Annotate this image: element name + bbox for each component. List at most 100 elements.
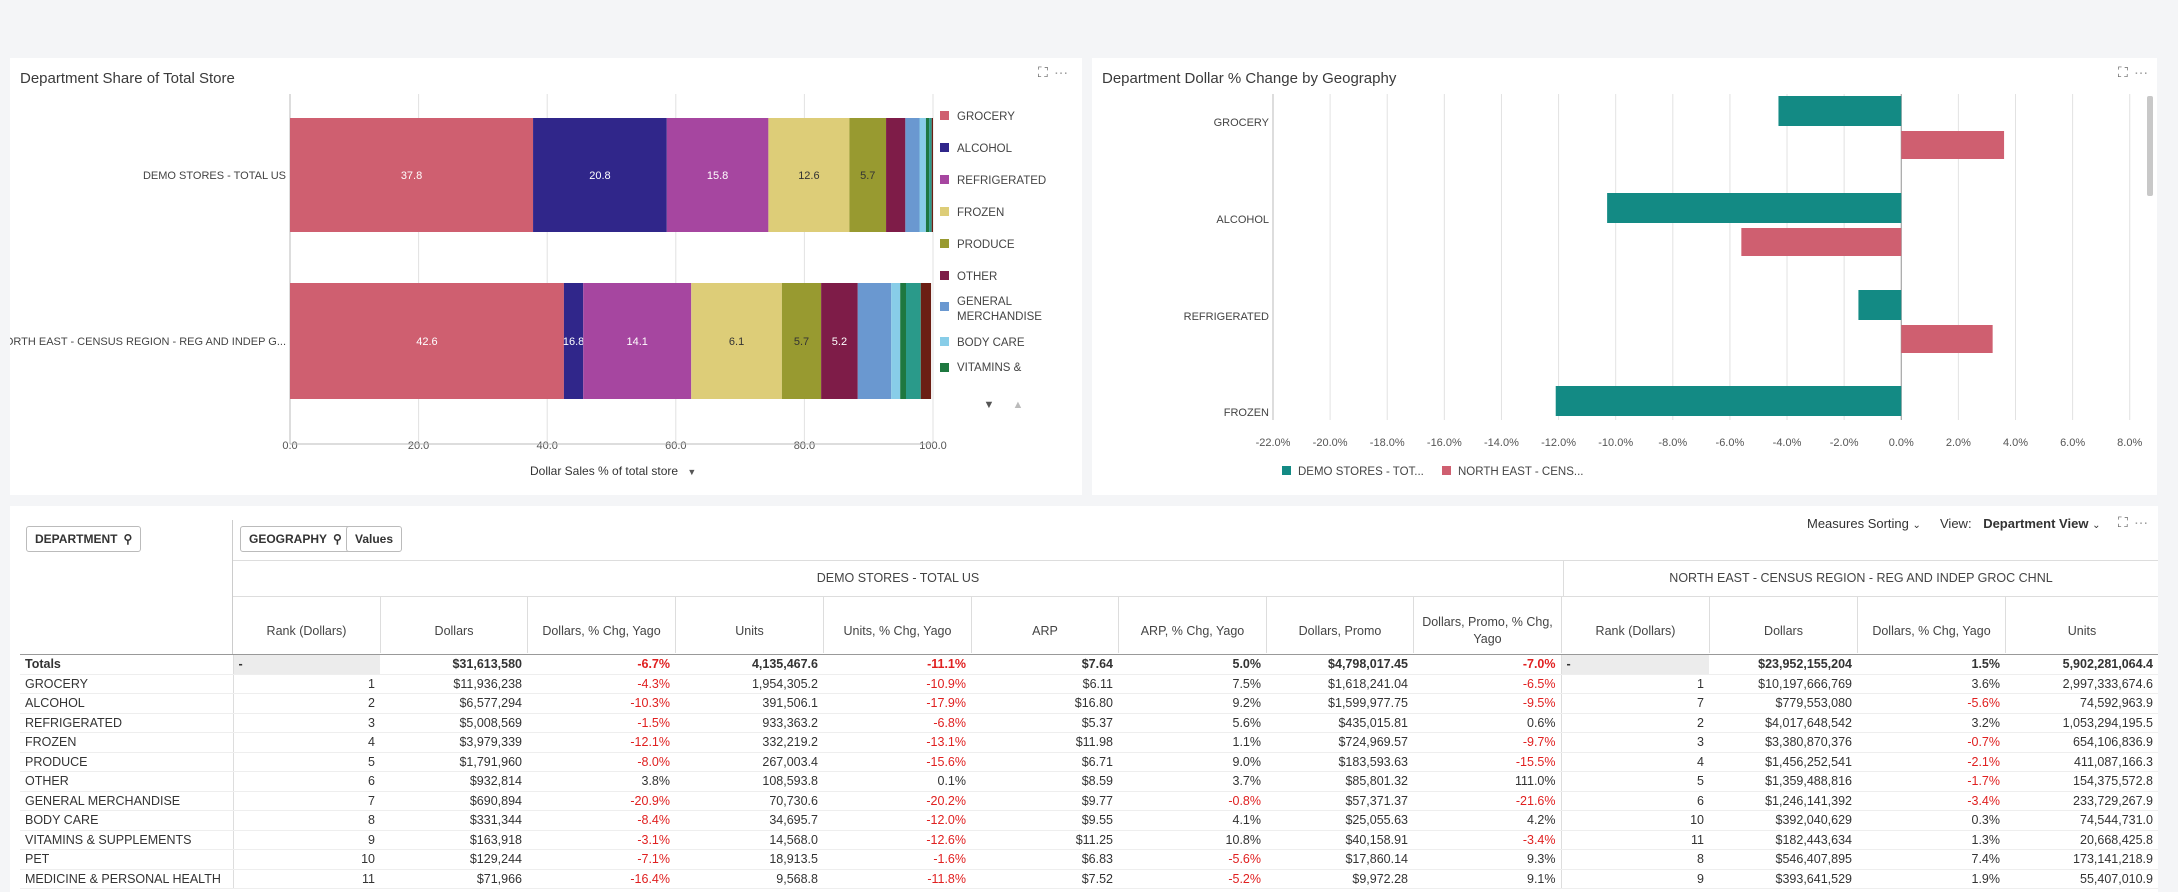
table-cell: -10.3%: [527, 693, 675, 714]
table-cell: 4,135,467.6: [675, 654, 823, 675]
expand-icon[interactable]: ⛶: [1038, 64, 1054, 80]
table-cell: $4,017,648,542: [1709, 713, 1857, 733]
measure-selector[interactable]: Dollar Sales % of total store ▼: [530, 464, 696, 478]
table-cell: -5.2%: [1118, 869, 1266, 889]
table-cell: -: [232, 654, 380, 675]
table-cell: -10.9%: [823, 674, 971, 694]
values-pill[interactable]: Values: [346, 526, 403, 552]
table-cell: $129,244: [380, 849, 527, 870]
table-cell: $9.55: [971, 810, 1118, 831]
column-header[interactable]: ARP: [971, 597, 1118, 653]
bar: [1778, 96, 1902, 126]
table-cell: 5.0%: [1118, 654, 1266, 675]
bar: [1607, 193, 1902, 223]
scrollbar[interactable]: [2147, 96, 2153, 196]
header-divider-mid: [233, 596, 2158, 597]
bar-segment: [563, 283, 584, 399]
column-header[interactable]: Dollars, Promo, % Chg, Yago: [1413, 597, 1561, 653]
column-header[interactable]: Dollars: [1709, 597, 1857, 653]
data-label: 15.8: [707, 170, 728, 182]
table-cell: 10: [232, 849, 380, 870]
table-cell: 9,568.8: [675, 869, 823, 889]
more-icon[interactable]: ⋯: [1053, 64, 1074, 80]
table-cell: 0.3%: [1857, 810, 2005, 831]
column-header[interactable]: Dollars, % Chg, Yago: [1857, 597, 2005, 653]
bar: [1901, 131, 2005, 159]
table-cell: 154,375,572.8: [2005, 771, 2158, 792]
expand-icon[interactable]: ⛶: [2118, 64, 2134, 80]
measures-sorting-dropdown[interactable]: Measures Sorting ⌄: [1807, 516, 1921, 531]
table-cell: $10,197,666,769: [1709, 674, 1857, 694]
bar-segment: [919, 118, 926, 232]
table-cell: $1,791,960: [380, 752, 527, 772]
more-icon[interactable]: ⋯: [2133, 64, 2154, 80]
table-cell: -9.5%: [1413, 693, 1561, 714]
department-share-chart: 0.0 20.0 40.0 60.0 80.0 100.0 DEMO STORES - TO…: [10, 94, 1046, 452]
table-cell: -1.7%: [1857, 771, 2005, 792]
legend-scroll-up-icon[interactable]: ▲: [1013, 399, 1024, 411]
table-cell: -13.1%: [823, 732, 971, 753]
panel-actions: ⛶⋯: [1038, 64, 1074, 81]
table-cell: $392,040,629: [1709, 810, 1857, 831]
table-cell: $546,407,895: [1709, 849, 1857, 870]
legend-swatch: [940, 143, 949, 152]
column-header[interactable]: Rank (Dollars): [266, 623, 347, 638]
view-dropdown[interactable]: View: Department View ⌄: [1940, 516, 2100, 531]
x-tick-label: -18.0%: [1370, 437, 1405, 449]
table-cell: $31,613,580: [380, 654, 527, 675]
table-row: GENERAL MERCHANDISE 7 $690,894 -20.9% 70,730…: [20, 791, 2158, 811]
table-cell: -0.7%: [1857, 732, 2005, 753]
legend-label: PRODUCE: [957, 239, 1015, 251]
dollar-change-chart: -22.0% -20.0% -18.0% -16.0% -14.0% -12.0% -10.…: [1184, 94, 2153, 478]
column-header[interactable]: Dollars, % Chg, Yago: [527, 597, 675, 653]
table-cell: 6: [232, 771, 380, 792]
table-cell: -8.4%: [527, 810, 675, 831]
legend-label: GROCERY: [957, 111, 1015, 123]
table-cell: $71,966: [380, 869, 527, 889]
column-header[interactable]: Dollars: [380, 597, 527, 653]
legend-swatch: [940, 363, 949, 372]
bar-segment: [533, 118, 667, 232]
department-pill[interactable]: DEPARTMENT ⚲: [26, 526, 142, 552]
legend-label: SUPPLEMENTS: [957, 377, 1043, 389]
table-row: OTHER 6 $932,814 3.8% 108,593.8 0.1% $8.59 3.7%…: [20, 771, 2158, 792]
chevron-down-icon: ⌄: [2092, 520, 2101, 531]
table-cell: $393,641,529: [1709, 869, 1857, 889]
table-cell: 1: [1560, 674, 1709, 694]
table-cell: 55,407,010.9: [2005, 869, 2158, 889]
table-cell: $3,380,870,376: [1709, 732, 1857, 753]
column-header[interactable]: Dollars, Promo: [1266, 597, 1413, 653]
table-cell: $932,814: [380, 771, 527, 792]
expand-icon[interactable]: ⛶: [2118, 514, 2134, 530]
column-header[interactable]: Units: [2005, 597, 2158, 653]
table-cell: 8: [1560, 849, 1709, 870]
bar-segment: [781, 283, 822, 399]
table-cell: -12.0%: [823, 810, 971, 831]
table-cell: -17.9%: [823, 693, 971, 714]
legend-label: ALCOHOL: [957, 143, 1013, 155]
table-cell: 10: [1560, 810, 1709, 831]
table-cell: -6.8%: [823, 713, 971, 733]
legend-scroll-down-icon[interactable]: ▼: [984, 399, 995, 411]
data-label: 16.8: [563, 336, 584, 348]
search-icon[interactable]: ⚲: [123, 532, 133, 546]
table-cell: $6,577,294: [380, 693, 527, 714]
column-header[interactable]: Units, % Chg, Yago: [823, 597, 971, 653]
table-cell: 2: [1560, 713, 1709, 733]
x-tick-label: 20.0: [408, 440, 429, 452]
x-tick-label: -20.0%: [1313, 437, 1348, 449]
geography-pill[interactable]: GEOGRAPHY ⚲: [240, 526, 351, 552]
table-cell: 9.2%: [1118, 693, 1266, 714]
legend-swatch: [940, 302, 949, 311]
bar-segment: [849, 118, 887, 232]
table-cell: 173,141,218.9: [2005, 849, 2158, 870]
more-icon[interactable]: ⋯: [2133, 514, 2154, 530]
column-header[interactable]: Units: [675, 597, 823, 653]
table-cell: 11: [1560, 830, 1709, 850]
table-cell: -6.7%: [527, 654, 675, 675]
table-cell: $163,918: [380, 830, 527, 850]
column-header[interactable]: ARP, % Chg, Yago: [1118, 597, 1266, 653]
search-icon[interactable]: ⚲: [333, 532, 342, 546]
column-header[interactable]: Rank (Dollars): [1561, 597, 1709, 653]
row-label: OTHER: [20, 771, 233, 792]
